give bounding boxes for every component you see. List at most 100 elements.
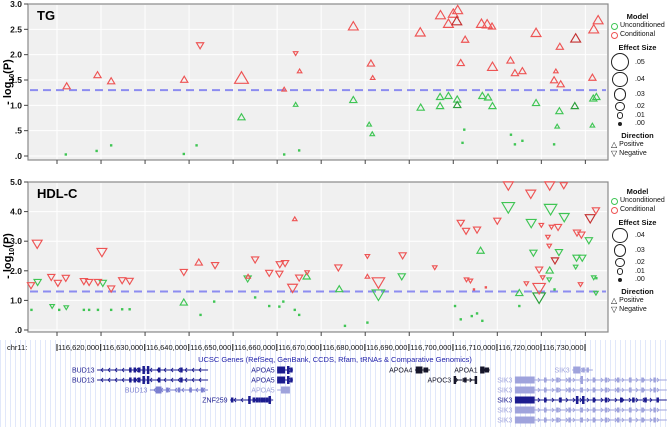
effect-size-label: .04 bbox=[635, 232, 645, 240]
legend-effect-sizes: .04 .03 .02 .01.00 bbox=[608, 228, 667, 283]
gene-direction-chevron bbox=[191, 367, 195, 373]
marker-triangle-up bbox=[456, 58, 466, 67]
marker-triangle-down bbox=[584, 237, 594, 245]
gene-direction-chevron bbox=[181, 387, 185, 393]
gene-direction-chevron bbox=[649, 387, 653, 393]
marker-triangle-down bbox=[275, 261, 285, 269]
triangle-down-icon: ▽ bbox=[611, 305, 618, 315]
marker-dot bbox=[278, 305, 281, 308]
gene-exon bbox=[604, 407, 608, 413]
gene-direction-chevron bbox=[170, 377, 174, 383]
marker-triangle-down bbox=[48, 304, 56, 310]
marker-triangle-down bbox=[53, 279, 63, 288]
effect-size-circle-icon bbox=[612, 228, 628, 244]
marker-dot bbox=[552, 143, 556, 146]
gene-exon bbox=[653, 407, 656, 413]
effect-size-label: .03 bbox=[635, 246, 645, 254]
marker-triangle-down bbox=[33, 278, 43, 287]
marker-triangle-up bbox=[334, 284, 344, 293]
effect-size-label: .01 bbox=[635, 112, 645, 120]
effect-size-entry: .02 bbox=[608, 257, 667, 268]
coord-label: 116,680,000 bbox=[322, 343, 363, 352]
gene-exon-block bbox=[514, 406, 535, 414]
marker-triangle-up bbox=[555, 42, 565, 50]
gene-direction-chevron bbox=[586, 397, 590, 403]
marker-dot bbox=[463, 128, 466, 131]
marker-triangle-down bbox=[84, 278, 94, 287]
y-tick-label: 4.0 bbox=[10, 207, 22, 217]
gene-direction-chevron bbox=[656, 387, 660, 393]
gene-direction-chevron bbox=[621, 387, 625, 393]
gene-exon bbox=[653, 417, 656, 423]
gene-exon bbox=[544, 397, 547, 403]
gene-exon-block bbox=[514, 376, 535, 384]
gene-exon bbox=[230, 397, 234, 403]
gene-direction-chevron bbox=[600, 377, 604, 383]
marker-triangle-up bbox=[510, 68, 520, 77]
gene-exon bbox=[592, 407, 596, 413]
marker-triangle-down bbox=[525, 218, 538, 229]
gene-label: SIK3 bbox=[497, 408, 512, 415]
triangle-up-icon: △ bbox=[611, 140, 618, 150]
gene-direction-chevron bbox=[537, 387, 541, 393]
gene-direction-chevron bbox=[121, 377, 125, 383]
gene-direction-chevron bbox=[551, 417, 555, 423]
coord-label: 116,650,000 bbox=[190, 343, 231, 352]
gene-exon bbox=[133, 367, 137, 373]
gene-exon bbox=[575, 396, 579, 404]
gene-direction-chevron bbox=[635, 397, 639, 403]
gene-exon bbox=[180, 367, 183, 373]
gene-direction-chevron bbox=[149, 367, 153, 373]
y-tick-label: 2.0 bbox=[10, 266, 22, 276]
effect-size-entry: .01 bbox=[608, 268, 667, 275]
marker-triangle-down bbox=[456, 219, 466, 228]
marker-triangle-down bbox=[250, 256, 260, 265]
effect-size-circle-icon bbox=[615, 257, 625, 268]
gene-exon bbox=[464, 377, 467, 383]
plot-area bbox=[27, 181, 609, 333]
marker-triangle-up bbox=[505, 55, 516, 64]
gene-exon bbox=[582, 367, 585, 373]
marker-triangle-down bbox=[523, 281, 530, 287]
plot-area bbox=[27, 3, 609, 161]
marker-triangle-up bbox=[194, 257, 204, 266]
marker-triangle-down bbox=[558, 212, 571, 223]
marker-triangle-up bbox=[588, 93, 598, 102]
triangle-up-icon: △ bbox=[611, 296, 618, 306]
marker-triangle-down bbox=[210, 262, 220, 270]
gene-exon-block bbox=[155, 386, 162, 394]
gene-direction-chevron bbox=[600, 417, 604, 423]
gene-exon bbox=[604, 397, 608, 403]
gene-direction-chevron bbox=[558, 417, 562, 423]
gene-exon bbox=[544, 417, 547, 423]
effect-size-label: .04 bbox=[635, 76, 645, 84]
gene-label: APOA5 bbox=[251, 368, 274, 375]
coord-label: 116,670,000 bbox=[278, 343, 319, 352]
gene-direction-chevron bbox=[600, 407, 604, 413]
marker-triangle-up bbox=[369, 74, 376, 80]
marker-dot bbox=[595, 277, 598, 280]
gene-exon bbox=[265, 397, 269, 403]
marker-triangle-down bbox=[93, 278, 103, 287]
gene-direction-chevron bbox=[614, 397, 618, 403]
marker-triangle-down bbox=[492, 217, 502, 226]
gene-direction-chevron bbox=[100, 377, 104, 383]
gene-exon bbox=[604, 387, 608, 393]
legend-model-conditional: Conditional bbox=[608, 206, 667, 214]
gene-exon-block bbox=[514, 386, 535, 394]
gene-direction-chevron bbox=[198, 367, 202, 373]
gene-direction-chevron bbox=[565, 377, 569, 383]
marker-triangle-up bbox=[591, 92, 601, 101]
y-tick-label: 3.0 bbox=[10, 0, 22, 9]
legend-direction-positive: △ Positive bbox=[608, 297, 667, 305]
gene-direction-chevron bbox=[114, 377, 118, 383]
marker-triangle-up bbox=[587, 23, 600, 34]
gene-direction-chevron bbox=[635, 407, 639, 413]
legend-direction-title: Direction bbox=[621, 287, 654, 297]
marker-triangle-down bbox=[117, 277, 127, 285]
marker-dot bbox=[509, 133, 513, 136]
gene-exon bbox=[592, 397, 596, 403]
marker-triangle-down bbox=[333, 264, 343, 273]
marker-triangle-down bbox=[531, 282, 547, 296]
